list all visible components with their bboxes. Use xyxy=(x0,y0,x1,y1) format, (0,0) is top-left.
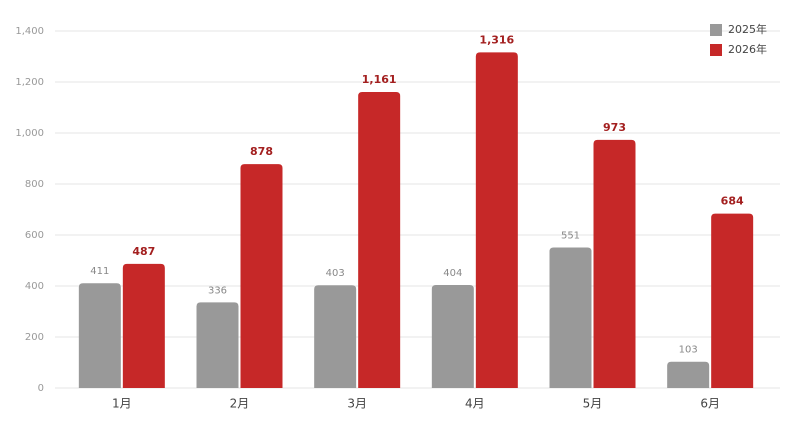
y-tick-label: 0 xyxy=(38,383,44,394)
bar xyxy=(314,285,357,388)
x-tick-label: 4月 xyxy=(465,397,485,411)
bar xyxy=(122,263,165,388)
x-tick-label: 2月 xyxy=(230,397,250,411)
value-label: 403 xyxy=(326,268,345,279)
y-tick-label: 200 xyxy=(25,332,44,343)
value-label: 487 xyxy=(132,245,155,258)
bar xyxy=(431,284,474,388)
x-tick-label: 1月 xyxy=(112,397,132,411)
x-tick-label: 6月 xyxy=(700,397,720,411)
legend-swatch xyxy=(710,44,722,56)
bar xyxy=(593,139,636,388)
bar xyxy=(78,283,121,388)
x-tick-label: 5月 xyxy=(583,397,603,411)
y-tick-label: 400 xyxy=(25,281,44,292)
y-tick-label: 800 xyxy=(25,179,44,190)
legend-label: 2026年 xyxy=(728,42,767,56)
value-label: 404 xyxy=(443,268,462,279)
bar xyxy=(358,91,401,388)
bar xyxy=(711,213,754,388)
bar xyxy=(196,302,239,388)
value-label: 336 xyxy=(208,285,227,296)
value-label: 103 xyxy=(679,345,698,356)
legend-swatch xyxy=(710,24,722,36)
y-tick-label: 1,200 xyxy=(15,77,44,88)
bar xyxy=(667,361,710,388)
value-label: 878 xyxy=(250,145,273,158)
value-label: 411 xyxy=(90,266,109,277)
y-tick-label: 1,400 xyxy=(15,26,44,37)
bar xyxy=(240,164,283,388)
y-tick-label: 1,000 xyxy=(15,128,44,139)
value-label: 973 xyxy=(603,121,626,134)
bar xyxy=(549,247,592,388)
value-label: 1,316 xyxy=(479,33,514,46)
y-tick-label: 600 xyxy=(25,230,44,241)
bar xyxy=(475,52,518,389)
value-label: 551 xyxy=(561,230,580,241)
legend-label: 2025年 xyxy=(728,22,767,36)
value-label: 684 xyxy=(721,195,744,208)
x-tick-label: 3月 xyxy=(347,397,367,411)
value-label: 1,161 xyxy=(362,73,397,86)
